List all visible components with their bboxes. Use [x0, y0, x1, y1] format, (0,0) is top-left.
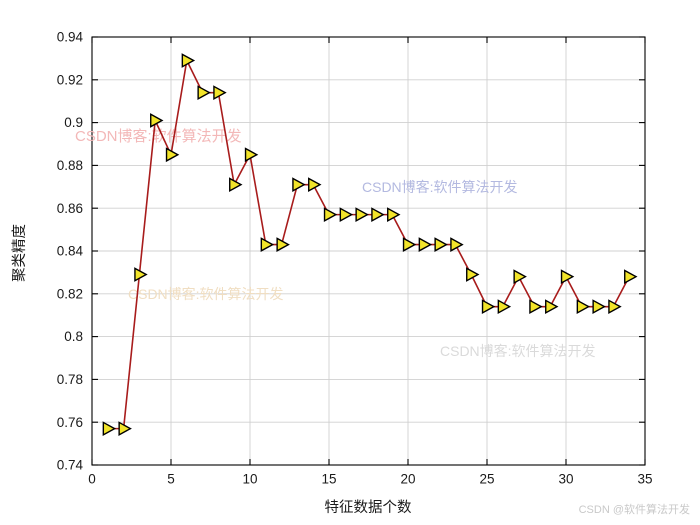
- data-point-marker: [434, 237, 448, 252]
- x-axis-title: 特征数据个数: [325, 499, 412, 516]
- data-point-marker: [624, 269, 638, 285]
- x-tick-label: 5: [167, 472, 175, 487]
- data-point-marker: [418, 237, 433, 252]
- y-tick-label: 0.82: [57, 286, 83, 301]
- watermark-tan: CSDN博客:软件算法开发: [128, 286, 284, 302]
- data-point-marker: [497, 299, 512, 315]
- credit-label: CSDN @软件算法开发: [579, 502, 690, 516]
- data-point-marker: [450, 237, 464, 252]
- y-tick-label: 0.92: [57, 72, 83, 87]
- data-point-marker: [276, 237, 290, 252]
- x-tick-label: 25: [479, 472, 494, 487]
- data-point-marker: [181, 53, 196, 68]
- x-tick-label: 30: [558, 472, 573, 487]
- y-tick-label: 0.94: [57, 30, 84, 45]
- data-point-marker: [355, 207, 369, 222]
- y-tick-label: 0.8: [64, 329, 83, 344]
- data-point-marker: [608, 299, 622, 315]
- x-tick-label: 20: [400, 472, 415, 487]
- watermark-blue: CSDN博客:软件算法开发: [362, 179, 518, 195]
- watermark-layer: CSDN博客:软件算法开发 CSDN博客:软件算法开发 CSDN博客:软件算法开发 C…: [75, 127, 596, 359]
- data-point-marker: [323, 207, 338, 222]
- data-point-marker: [576, 299, 591, 315]
- x-tick-label: 0: [88, 472, 96, 487]
- y-tick-label: 0.78: [57, 372, 83, 387]
- watermark-pink: CSDN博客:软件算法开发: [75, 127, 242, 145]
- y-tick-labels: 0.74 0.76 0.78 0.8 0.82 0.84 0.86 0.88 0.9 0.92 0.…: [57, 30, 84, 473]
- y-tick-label: 0.74: [57, 458, 84, 473]
- y-tick-label: 0.88: [57, 158, 83, 173]
- x-tick-label: 10: [242, 472, 257, 487]
- data-point-marker: [513, 269, 527, 285]
- x-tick-label: 15: [321, 472, 336, 487]
- data-point-marker: [560, 269, 575, 285]
- data-point-marker: [371, 207, 385, 222]
- data-point-marker: [466, 267, 480, 282]
- y-tick-label: 0.76: [57, 415, 83, 430]
- data-point-marker: [165, 147, 180, 163]
- data-point-marker: [244, 147, 259, 163]
- data-point-marker: [402, 237, 417, 252]
- data-point-marker: [134, 267, 148, 282]
- data-point-marker: [339, 207, 354, 222]
- data-point-marker: [150, 113, 164, 128]
- data-point-marker: [260, 237, 275, 252]
- data-point-marker: [102, 421, 117, 436]
- tick-marks: [91, 36, 646, 466]
- y-tick-label: 0.86: [57, 201, 83, 216]
- y-axis-title: 聚类精度: [11, 224, 28, 282]
- data-point-marker: [387, 207, 401, 222]
- data-point-marker: [213, 85, 227, 101]
- grid-lines: [92, 37, 645, 465]
- data-point-marker: [481, 299, 496, 315]
- data-point-marker: [529, 299, 543, 315]
- data-point-marker: [118, 421, 132, 436]
- data-point-marker: [308, 177, 322, 193]
- data-point-marker: [592, 299, 606, 315]
- series-markers: [102, 53, 638, 436]
- data-point-marker: [545, 299, 559, 315]
- x-tick-labels: 0 5 10 15 20 25 30 35: [88, 472, 652, 487]
- data-point-marker: [229, 177, 243, 193]
- y-tick-label: 0.9: [64, 115, 83, 130]
- data-point-marker: [197, 85, 211, 101]
- x-tick-label: 35: [637, 472, 652, 487]
- y-tick-label: 0.84: [57, 244, 84, 259]
- watermark-gray: CSDN博客:软件算法开发: [440, 343, 596, 359]
- data-point-marker: [292, 177, 306, 193]
